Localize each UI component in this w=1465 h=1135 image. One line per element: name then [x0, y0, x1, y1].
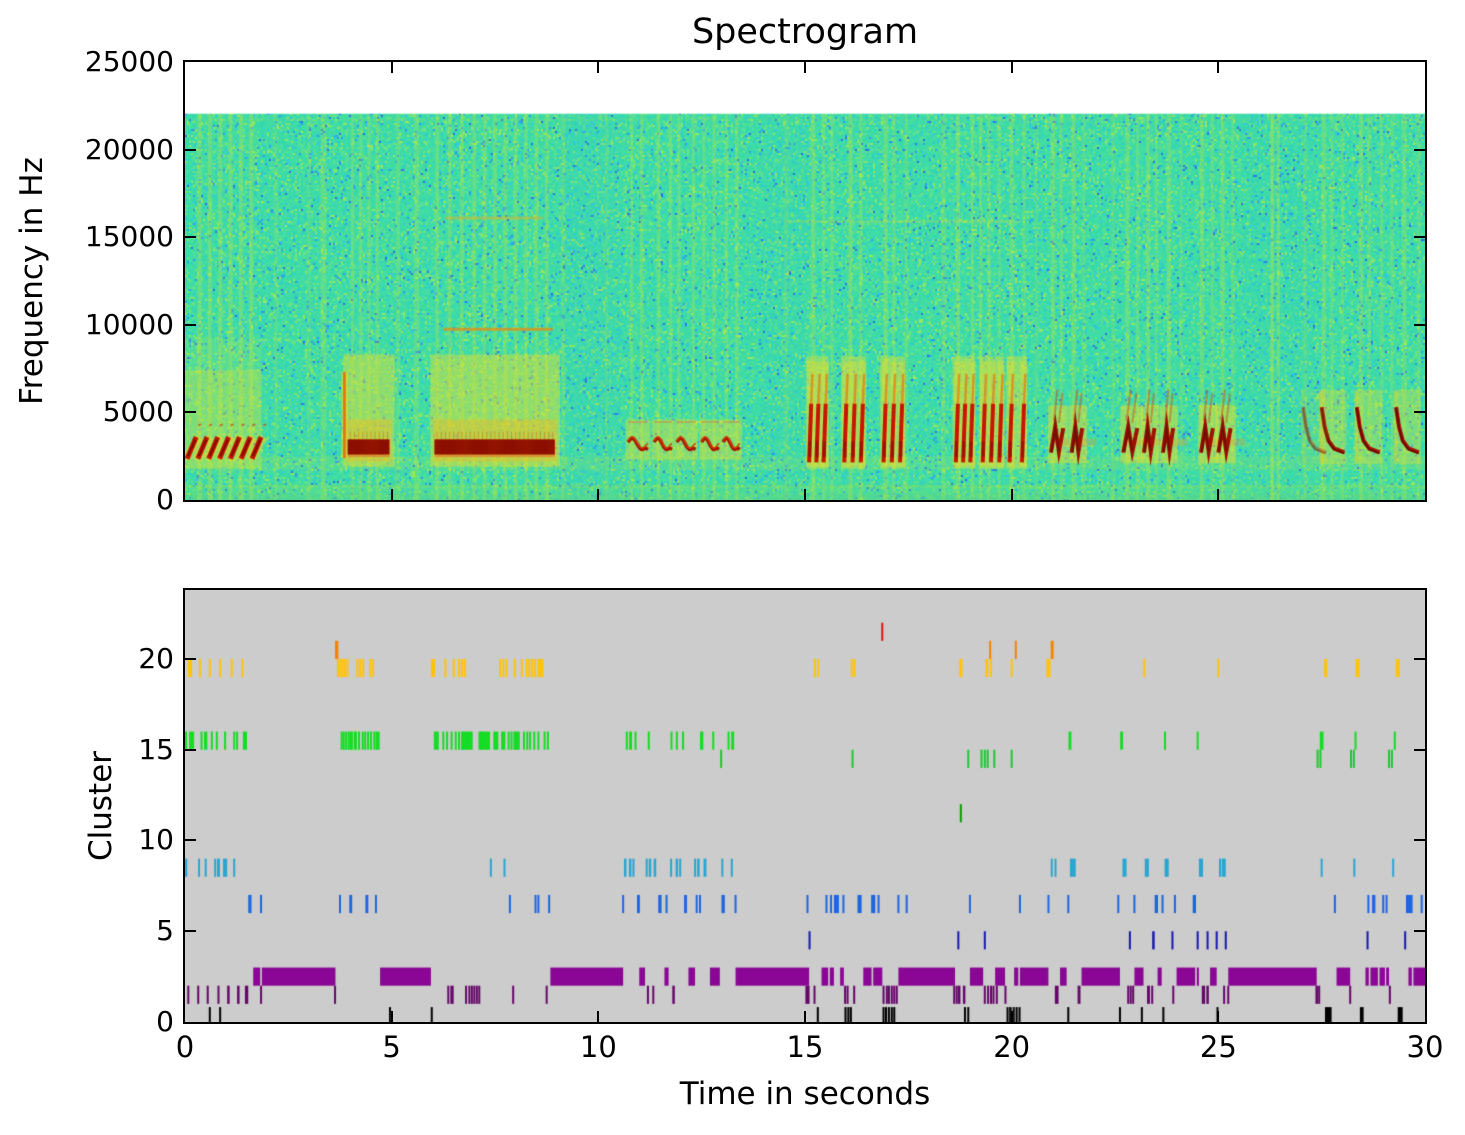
cluster-tick-label: 5 — [156, 914, 174, 948]
ytick — [185, 930, 196, 933]
ytick — [185, 236, 196, 239]
xtick — [1217, 1011, 1220, 1022]
x-axis-label-time: Time in seconds — [679, 1076, 931, 1112]
freq-tick-label: 15000 — [84, 220, 174, 254]
freq-tick-label: 25000 — [84, 45, 174, 78]
xtick — [597, 1011, 600, 1022]
xtick — [1010, 489, 1013, 500]
freq-tick-label: 5000 — [102, 395, 174, 429]
ytick — [185, 839, 196, 842]
freq-tick-label: 20000 — [84, 132, 174, 166]
time-tick-label: 0 — [175, 1030, 195, 1064]
ytick — [185, 148, 196, 151]
cluster-tick-label: 10 — [138, 823, 174, 857]
xtick — [1010, 62, 1013, 73]
cluster-tick-label: 20 — [138, 641, 174, 675]
xtick — [804, 1011, 806, 1022]
time-tick-label: 5 — [382, 1030, 401, 1064]
ytick — [185, 323, 196, 326]
ytick — [1414, 236, 1425, 239]
cluster-raster-axes — [183, 588, 1427, 1024]
spectrogram-image — [185, 62, 1425, 500]
cluster-tick-label: 15 — [138, 732, 174, 766]
xtick — [1217, 62, 1220, 73]
xtick — [390, 1011, 393, 1022]
ytick — [185, 748, 196, 751]
xtick — [597, 489, 600, 500]
xtick — [390, 489, 393, 500]
ytick — [1414, 657, 1425, 660]
xtick — [804, 62, 806, 73]
ytick — [1414, 323, 1425, 326]
time-tick-label: 30 — [1406, 1030, 1444, 1064]
chart-title: Spectrogram — [691, 12, 919, 52]
ytick — [185, 657, 196, 660]
cluster-tick-label: 0 — [156, 1005, 174, 1038]
xtick — [597, 62, 600, 73]
xtick — [804, 489, 806, 500]
freq-tick-label: 10000 — [84, 307, 174, 341]
ytick — [1414, 411, 1425, 414]
time-tick-label: 25 — [1199, 1030, 1237, 1064]
ytick — [1414, 748, 1425, 751]
time-tick-label: 20 — [993, 1030, 1031, 1064]
time-tick-label: 15 — [786, 1030, 824, 1064]
ytick — [1414, 148, 1425, 151]
time-tick-label: 10 — [579, 1030, 617, 1064]
cluster-raster-image — [185, 590, 1425, 1022]
ytick — [1414, 839, 1425, 842]
ytick — [1414, 930, 1425, 933]
xtick — [1217, 489, 1220, 500]
ytick — [185, 411, 196, 414]
xtick — [390, 62, 393, 73]
spectrogram-axes — [183, 60, 1427, 502]
freq-tick-label: 0 — [156, 483, 174, 516]
xtick — [1010, 1011, 1013, 1022]
